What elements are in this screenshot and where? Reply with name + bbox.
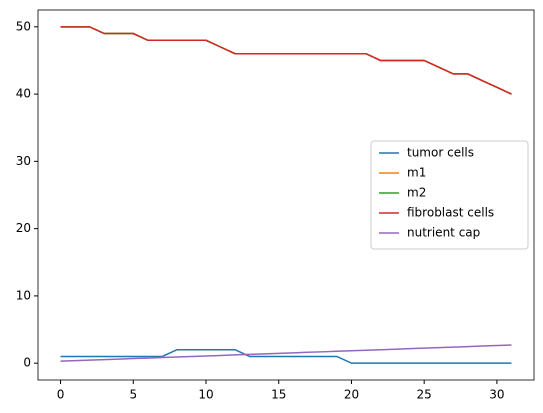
- legend-label: nutrient cap: [407, 226, 480, 240]
- series-line: [60, 26, 512, 95]
- x-tick-label: 30: [489, 388, 504, 402]
- series-line: [60, 348, 512, 364]
- series-line: [60, 344, 512, 362]
- legend-label: m1: [407, 166, 426, 180]
- series-line: [60, 26, 512, 95]
- legend: tumor cells m1 m2 fibroblast cells nutrient …: [370, 140, 529, 250]
- x-tick-label: 5: [129, 388, 137, 402]
- y-tick-label: 30: [16, 154, 31, 168]
- legend-label: tumor cells: [407, 146, 474, 160]
- x-tick-label: 25: [417, 388, 432, 402]
- y-tick-label: 10: [16, 288, 31, 302]
- x-tick-label: 20: [344, 388, 359, 402]
- y-tick-label: 20: [16, 221, 31, 235]
- x-tick-label: 15: [271, 388, 286, 402]
- legend-label: m2: [407, 186, 426, 200]
- series-line: [60, 26, 512, 95]
- plot-frame: [37, 9, 535, 381]
- x-tick-label: 0: [57, 388, 65, 402]
- y-tick-label: 40: [16, 87, 31, 101]
- y-tick-label: 0: [23, 356, 31, 370]
- y-tick-label: 50: [16, 19, 31, 33]
- legend-box: [370, 140, 529, 250]
- x-tick-label: 10: [198, 388, 213, 402]
- legend-label: fibroblast cells: [407, 206, 494, 220]
